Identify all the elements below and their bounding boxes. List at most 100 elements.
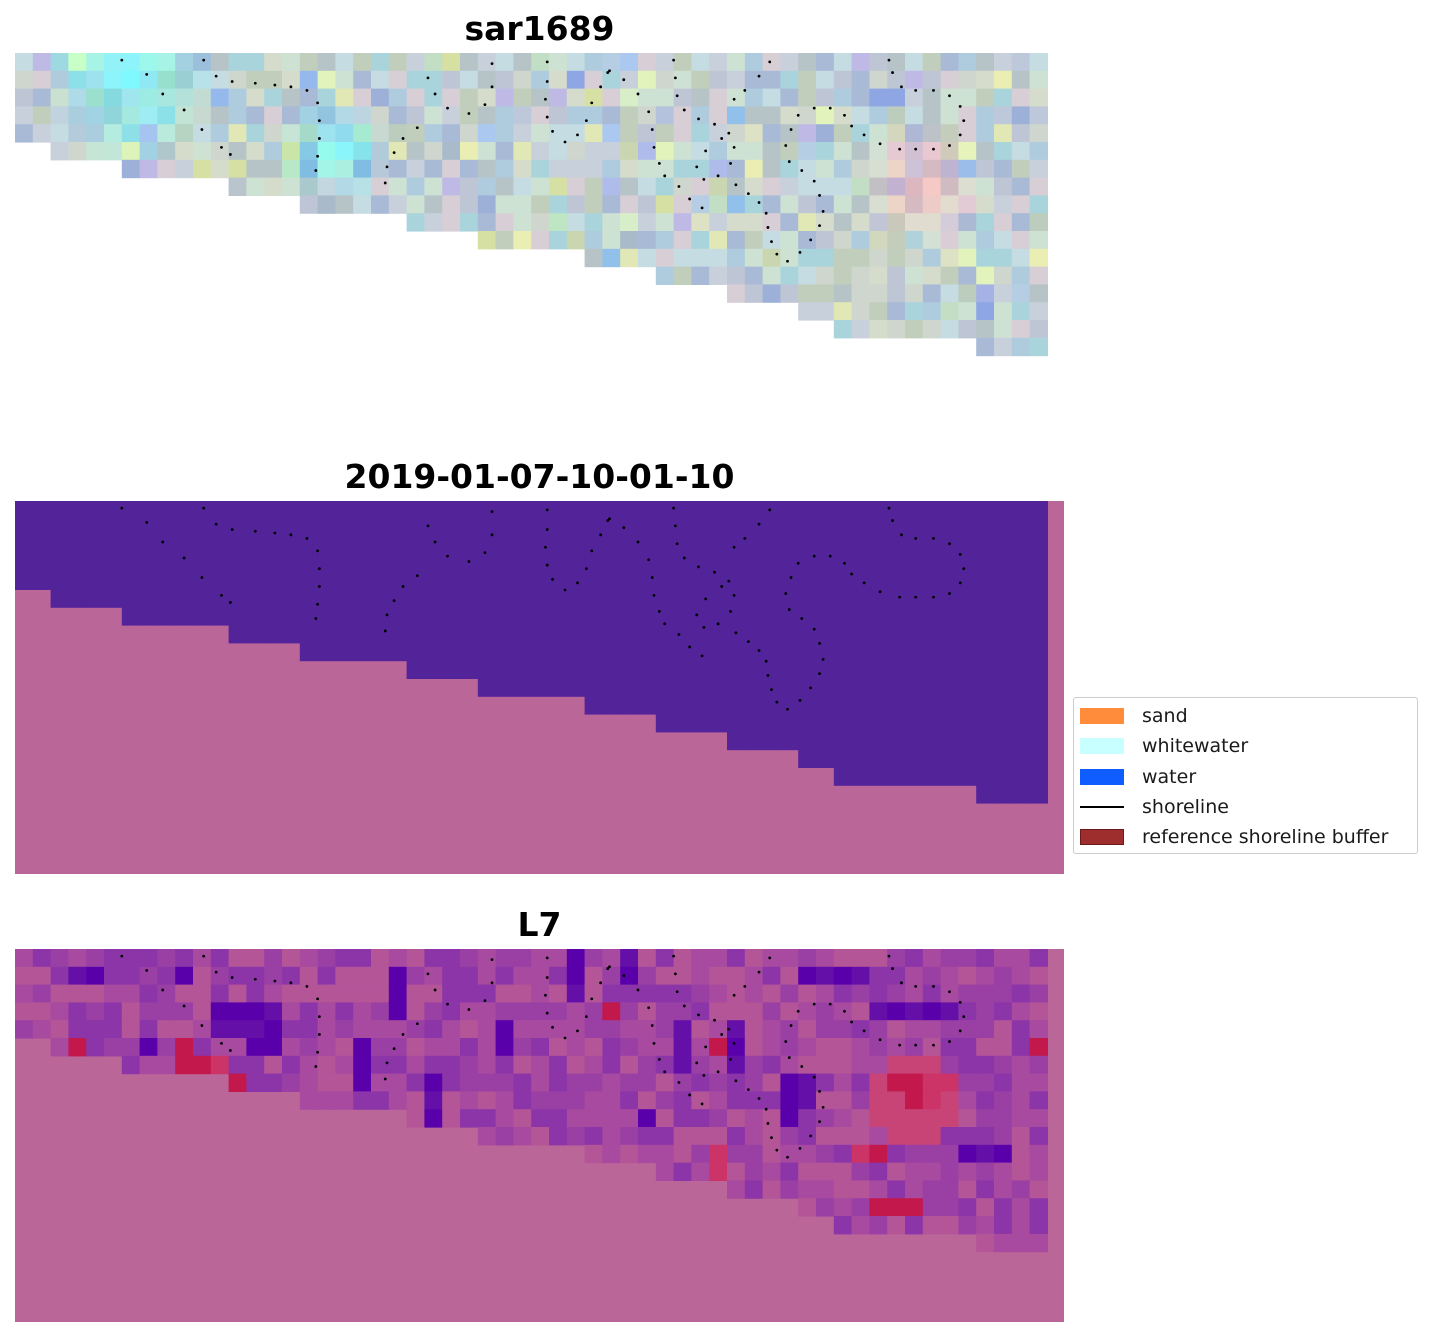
rgb-pixel xyxy=(495,142,514,161)
shoreline-dot xyxy=(862,133,866,137)
shoreline-dot xyxy=(796,113,800,117)
rgb-pixel xyxy=(940,320,959,339)
index-pixel xyxy=(602,949,621,968)
rgb-pixel xyxy=(620,248,639,268)
water-class-column xyxy=(406,501,425,679)
index-pixel xyxy=(887,949,906,968)
rgb-pixel xyxy=(513,231,532,250)
rgb-pixel xyxy=(460,195,479,214)
rgb-pixel xyxy=(460,124,479,143)
rgb-pixel xyxy=(1029,159,1048,179)
rgb-pixel xyxy=(282,70,301,90)
shoreline-dot xyxy=(766,226,770,229)
index-pixel xyxy=(887,1144,906,1164)
shoreline-dot xyxy=(401,137,405,140)
index-pixel xyxy=(406,984,425,1003)
index-pixel xyxy=(264,984,283,1003)
rgb-pixel xyxy=(1011,88,1031,107)
rgb-pixel xyxy=(210,159,230,179)
shoreline-dot xyxy=(200,576,204,579)
rgb-pixel xyxy=(638,124,657,143)
rgb-pixel xyxy=(833,106,853,125)
rgb-pixel xyxy=(139,106,158,125)
shoreline-dot xyxy=(316,1050,319,1054)
index-pixel xyxy=(299,949,319,968)
shoreline-dot xyxy=(704,1045,708,1049)
rgb-pixel xyxy=(584,124,603,143)
water-class-column xyxy=(210,501,230,626)
index-pixel xyxy=(958,984,977,1003)
rgb-pixel xyxy=(994,320,1013,339)
rgb-pixel xyxy=(976,195,995,214)
index-pixel xyxy=(584,1055,603,1075)
index-pixel xyxy=(780,1109,799,1128)
index-pixel xyxy=(477,1091,497,1110)
shoreline-dot xyxy=(202,954,206,958)
index-pixel xyxy=(193,1055,212,1075)
rgb-pixel xyxy=(655,53,675,72)
index-pixel xyxy=(282,984,301,1003)
index-pixel xyxy=(727,1038,746,1057)
rgb-pixel xyxy=(1029,53,1048,72)
index-pixel xyxy=(655,966,675,986)
index-pixel xyxy=(424,1109,443,1128)
shoreline-dot xyxy=(672,954,675,958)
index-pixel xyxy=(193,984,212,1003)
rgb-pixel xyxy=(442,88,461,107)
index-pixel xyxy=(531,966,550,986)
rgb-pixel xyxy=(424,177,443,196)
index-pixel xyxy=(513,1055,532,1075)
shoreline-dot xyxy=(914,88,918,92)
shoreline-dot xyxy=(695,165,699,169)
index-pixel xyxy=(228,1020,247,1039)
index-pixel xyxy=(798,1002,817,1021)
legend-label-sand: sand xyxy=(1142,705,1188,727)
rgb-pixel xyxy=(869,266,888,285)
index-pixel xyxy=(780,1127,799,1146)
water-class-column xyxy=(104,501,123,608)
rgb-pixel xyxy=(264,88,283,107)
index-pixel xyxy=(744,984,764,1003)
index-pixel xyxy=(905,1180,924,1199)
rgb-pixel xyxy=(994,195,1013,214)
rgb-pixel xyxy=(655,266,675,285)
shoreline-dot xyxy=(467,112,471,115)
index-pixel xyxy=(602,1055,621,1075)
shoreline-dot xyxy=(490,510,494,514)
index-pixel xyxy=(638,949,657,968)
shoreline-dot xyxy=(914,595,918,599)
index-pixel xyxy=(371,1055,390,1075)
rgb-pixel xyxy=(887,159,906,179)
shoreline-dot xyxy=(433,988,437,992)
shoreline-dot xyxy=(789,576,793,579)
rgb-pixel xyxy=(976,159,995,179)
index-pixel xyxy=(121,1020,141,1039)
rgb-pixel xyxy=(709,159,728,179)
index-pixel xyxy=(638,966,657,986)
index-pixel xyxy=(317,1055,336,1075)
rgb-pixel xyxy=(709,266,728,285)
index-pixel xyxy=(353,949,372,968)
index-pixel xyxy=(460,1020,479,1039)
rgb-pixel xyxy=(406,88,425,107)
index-pixel xyxy=(994,1020,1013,1039)
index-pixel xyxy=(246,1055,265,1075)
rgb-pixel xyxy=(620,213,639,232)
rgb-pixel xyxy=(691,248,710,268)
water-class-column xyxy=(50,501,69,608)
rgb-pixel xyxy=(833,231,853,250)
shoreline-dot xyxy=(898,595,902,599)
shoreline-dot xyxy=(757,201,761,204)
shoreline-dot xyxy=(401,1033,405,1036)
rgb-pixel xyxy=(1011,195,1031,214)
rgb-pixel xyxy=(549,106,568,125)
rgb-pixel xyxy=(994,159,1013,179)
index-pixel xyxy=(887,1127,906,1146)
water-class-column xyxy=(976,501,995,804)
rgb-pixel xyxy=(851,284,870,303)
rgb-pixel xyxy=(869,159,888,179)
rgb-pixel xyxy=(887,70,906,90)
shoreline-dot xyxy=(958,581,962,585)
shoreline-dot xyxy=(551,577,554,581)
rgb-pixel xyxy=(691,142,710,161)
